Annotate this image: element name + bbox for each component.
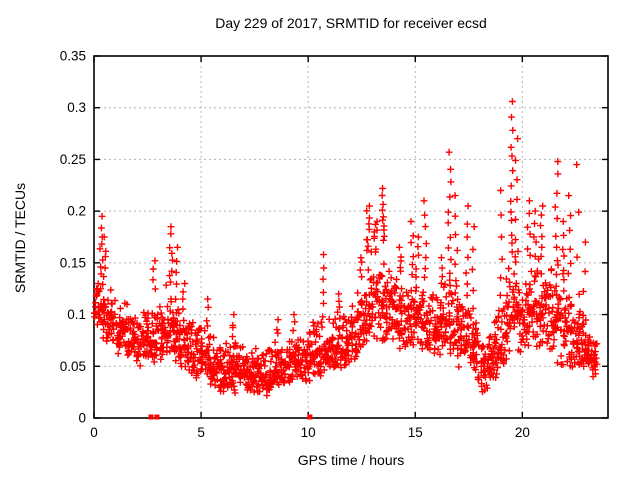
x-tick-label: 0 xyxy=(90,425,98,440)
y-tick-label: 0.1 xyxy=(67,307,86,322)
y-tick-label: 0.3 xyxy=(67,100,86,115)
x-tick-label: 15 xyxy=(408,425,423,440)
y-tick-label: 0.05 xyxy=(60,359,86,374)
plot-border xyxy=(93,55,609,419)
x-axis-label: GPS time / hours xyxy=(297,452,405,468)
chart-title: Day 229 of 2017, SRMTID for receiver ecs… xyxy=(215,15,487,31)
y-tick-label: 0.35 xyxy=(60,49,86,64)
zero-value-square-marker xyxy=(154,414,160,420)
y-tick-label: 0 xyxy=(78,411,86,426)
y-tick-label: 0.2 xyxy=(67,204,86,219)
x-tick-label: 20 xyxy=(515,425,530,440)
x-tick-label: 5 xyxy=(197,425,205,440)
y-axis-label: SRMTID / TECUs xyxy=(12,182,28,294)
zero-value-square-marker xyxy=(307,414,313,420)
y-tick-label: 0.25 xyxy=(60,152,86,167)
y-tick-label: 0.15 xyxy=(60,255,86,270)
data-points-plus-markers xyxy=(91,98,601,399)
zero-value-square-marker xyxy=(148,414,154,420)
x-tick-label: 10 xyxy=(301,425,316,440)
